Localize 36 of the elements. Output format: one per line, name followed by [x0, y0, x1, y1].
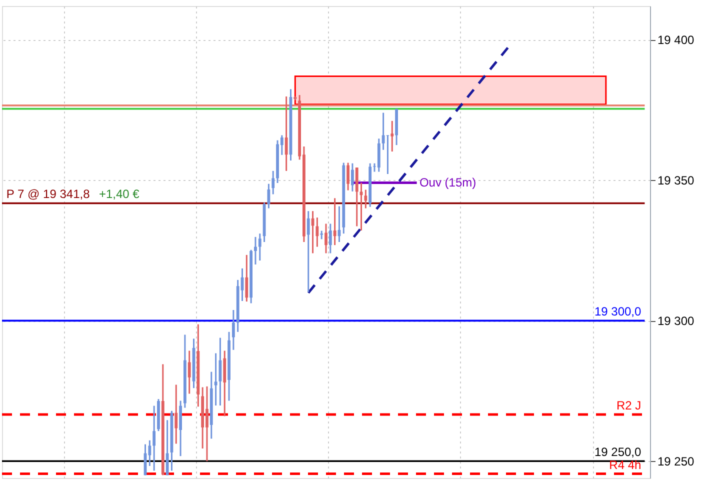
candlestick [324, 222, 328, 254]
candlestick [386, 134, 390, 175]
candlestick [364, 188, 368, 210]
candlestick [382, 112, 385, 151]
candlestick [333, 197, 336, 246]
ref-line-label: R4 4h [609, 458, 642, 472]
candlestick [346, 162, 350, 192]
y-tick-label: 19 350 [658, 174, 695, 188]
y-tick-label: 19 300 [658, 314, 695, 328]
candlestick [316, 216, 319, 248]
ref-line-label: 19 250,0 [594, 445, 642, 460]
candlestick [360, 182, 363, 232]
candlestick [258, 232, 262, 262]
candlestick [306, 210, 310, 293]
y-tick-label: 19 400 [658, 33, 695, 48]
candlestick [232, 309, 235, 351]
candlestick [218, 337, 222, 406]
candlestick [284, 96, 288, 172]
ref-line-label: R2 J [616, 398, 642, 413]
candlestick [152, 405, 156, 472]
y-tick-label: 19 250 [658, 454, 695, 469]
candlestick [328, 222, 332, 254]
candlestick [214, 352, 218, 406]
candlestick [245, 254, 248, 302]
annotation: +1,40 € [98, 187, 140, 202]
ref-line-label: 19 300,0 [594, 304, 642, 319]
candlestick [254, 236, 257, 266]
candlestick [166, 419, 169, 476]
candlestick [390, 120, 394, 152]
candlestick [267, 183, 270, 210]
candlestick [350, 162, 354, 192]
candlestick [174, 384, 178, 444]
candlestick [188, 350, 191, 394]
ref-line-label: Ouv (15m) [419, 176, 476, 190]
candlestick [272, 170, 275, 195]
ref-line-label: P 7 @ 19 341,8 [6, 187, 90, 202]
